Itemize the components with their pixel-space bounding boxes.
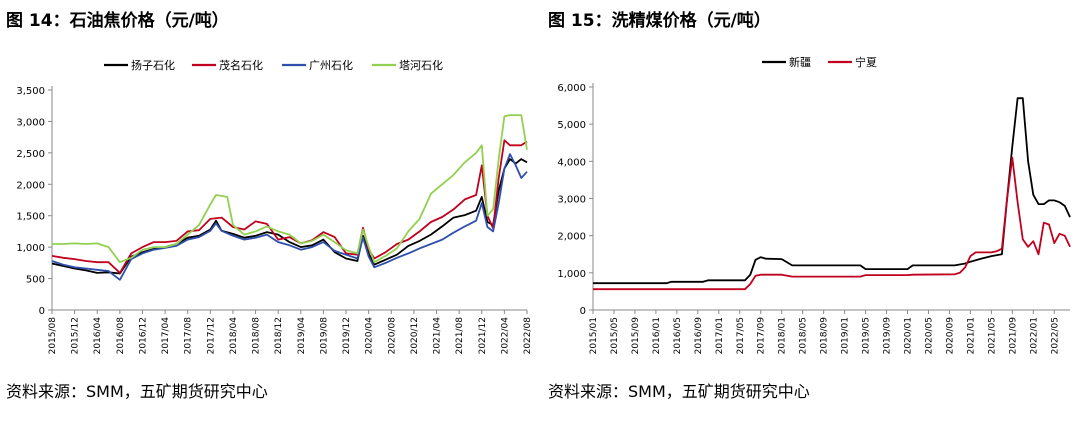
x-tick-label: 2021/05	[987, 317, 997, 354]
x-tick-label: 2017/08	[184, 317, 194, 355]
left-figure-title: 图 14：石油焦价格（元/吨）	[6, 11, 229, 31]
petroleum-coke-chart-svg: 0 500 1,000 1,500 2,000 2,500 3,000 3,500 2015/0…	[16, 58, 533, 355]
x-tick-label: 2017/01	[715, 317, 725, 354]
x-tick-label: 2017/09	[757, 317, 767, 355]
x-tick-label: 2016/01	[652, 317, 662, 354]
right-figure-source: 资料来源：SMM，五矿期货研究中心	[548, 382, 810, 401]
series-line-2	[51, 153, 528, 281]
y-tick-label: 1,000	[557, 269, 586, 280]
x-tick-label: 2022/04	[500, 317, 510, 355]
y-tick-label: 500	[26, 275, 45, 286]
x-tick-label: 2017/04	[161, 317, 171, 355]
petroleum-coke-price-chart: 0 500 1,000 1,500 2,000 2,500 3,000 3,500 2015/0…	[0, 46, 540, 364]
x-tick-label: 2021/12	[478, 317, 488, 354]
y-tick-label: 2,000	[16, 180, 45, 191]
series-line-1	[593, 156, 1071, 291]
x-tick-label: 2016/05	[673, 317, 683, 354]
y-tick-label: 5,000	[557, 120, 586, 131]
x-tick-label: 2016/04	[93, 317, 103, 355]
x-tick-label: 2021/01	[966, 317, 976, 354]
x-tick-label: 2015/01	[589, 317, 599, 354]
series-line-0	[51, 158, 528, 275]
legend-label: 宁夏	[855, 55, 877, 69]
left-figure-source: 资料来源：SMM，五矿期货研究中心	[6, 382, 268, 401]
x-tick-label: 2018/09	[820, 317, 830, 355]
y-tick-label: 6,000	[557, 83, 586, 94]
x-tick-label: 2015/09	[631, 317, 641, 355]
x-tick-label: 2020/05	[924, 317, 934, 354]
x-tick-label: 2019/09	[883, 317, 893, 355]
x-tick-label: 2020/09	[945, 317, 955, 355]
legend-label: 茂名石化	[219, 58, 263, 72]
washed-coal-price-chart: 0 1,000 2,000 3,000 4,000 5,000 6,000 2015/01 20…	[540, 46, 1080, 364]
y-tick-label: 1,500	[16, 212, 45, 223]
legend-label: 扬子石化	[131, 58, 175, 72]
x-tick-label: 2021/09	[1008, 317, 1018, 355]
x-tick-label: 2021/08	[455, 317, 465, 355]
x-tick-label: 2018/08	[252, 317, 262, 355]
x-tick-label: 2017/12	[206, 317, 216, 354]
x-tick-label: 2020/01	[904, 317, 914, 354]
x-tick-label: 2015/05	[610, 317, 620, 354]
x-tick-label: 2022/08	[523, 317, 533, 355]
right-figure-title: 图 15：洗精煤价格（元/吨）	[548, 11, 771, 31]
y-tick-label: 1,000	[16, 243, 45, 254]
y-tick-label: 4,000	[557, 157, 586, 168]
x-tick-label: 2016/09	[694, 317, 704, 355]
washed-coal-chart-svg: 0 1,000 2,000 3,000 4,000 5,000 6,000 2015/01 20…	[557, 55, 1071, 355]
y-tick-label: 0	[580, 306, 586, 317]
x-tick-label: 2020/04	[365, 317, 375, 355]
x-tick-label: 2020/08	[387, 317, 397, 355]
y-tick-label: 3,000	[557, 195, 586, 206]
x-tick-label: 2015/08	[48, 317, 58, 355]
y-tick-label: 3,500	[16, 86, 45, 97]
x-tick-label: 2015/12	[71, 317, 81, 354]
y-tick-label: 3,000	[16, 117, 45, 128]
x-tick-label: 2020/12	[410, 317, 420, 354]
x-tick-label: 2019/05	[862, 317, 872, 354]
y-tick-label: 2,500	[16, 149, 45, 160]
x-tick-label: 2016/12	[138, 317, 148, 354]
x-tick-label: 2019/04	[297, 317, 307, 355]
x-tick-label: 2018/04	[229, 317, 239, 355]
y-tick-label: 2,000	[557, 232, 586, 243]
legend-label: 广州石化	[309, 58, 353, 72]
x-tick-label: 2016/08	[116, 317, 126, 355]
x-tick-label: 2019/01	[841, 317, 851, 354]
x-tick-label: 2018/05	[799, 317, 809, 354]
x-tick-label: 2019/08	[319, 317, 329, 355]
series-line-3	[52, 114, 528, 264]
x-tick-label: 2017/05	[736, 317, 746, 354]
x-tick-label: 2022/05	[1050, 317, 1060, 354]
x-tick-label: 2019/12	[342, 317, 352, 354]
x-tick-label: 2018/12	[274, 317, 284, 354]
series-line-0	[593, 97, 1071, 285]
x-tick-label: 2018/01	[778, 317, 788, 354]
series-line-1	[51, 139, 528, 274]
y-tick-label: 0	[39, 306, 45, 317]
x-tick-label: 2022/01	[1029, 317, 1039, 354]
legend-label: 新疆	[789, 55, 811, 69]
legend-label: 塔河石化	[399, 58, 443, 72]
x-tick-label: 2021/04	[433, 317, 443, 355]
